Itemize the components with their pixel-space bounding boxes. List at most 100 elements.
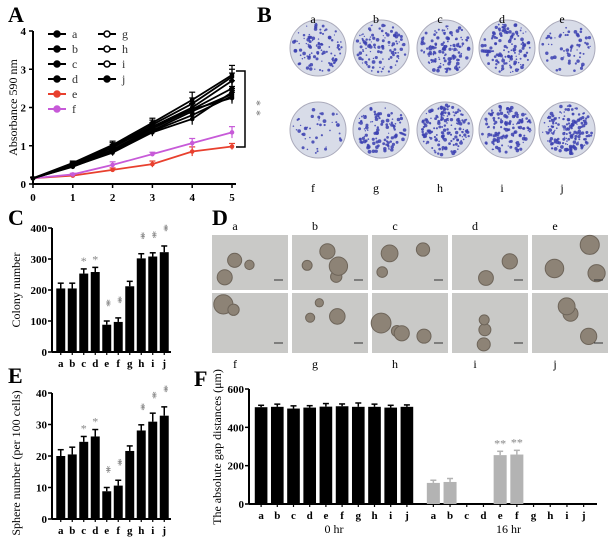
colony (585, 117, 588, 120)
significance-stars: * (81, 254, 87, 268)
colony (497, 117, 500, 120)
colony (487, 132, 491, 137)
colony (373, 43, 376, 47)
colony (302, 51, 306, 56)
colony (525, 31, 527, 33)
colony (308, 33, 311, 36)
colony (581, 62, 585, 67)
colony (389, 55, 393, 59)
colony (514, 68, 519, 72)
x-tick-label: a (58, 525, 64, 537)
colony (513, 116, 515, 118)
y-tick-label: 600 (228, 384, 245, 396)
colony (458, 122, 463, 126)
colony (336, 43, 340, 48)
colony (557, 145, 559, 148)
legend-label-d: d (72, 72, 78, 86)
colony (513, 37, 516, 41)
x-tick-label: h (138, 358, 144, 370)
colony (564, 34, 567, 37)
colony (555, 127, 558, 130)
y-tick-label: 1 (21, 141, 27, 153)
colony (302, 132, 306, 137)
colony (309, 67, 313, 71)
colony (546, 131, 550, 135)
colony (520, 63, 522, 66)
colony (385, 118, 390, 123)
colony (503, 49, 505, 52)
colony (448, 142, 451, 146)
bar-i (148, 256, 158, 352)
colony (314, 151, 317, 154)
colony (391, 142, 396, 146)
bar-e (493, 455, 507, 504)
colony (340, 41, 342, 43)
colony (560, 145, 564, 149)
panel-label-F: F (194, 366, 207, 391)
colony (524, 113, 527, 116)
colony (550, 132, 553, 134)
colony (467, 46, 471, 50)
colony (548, 119, 551, 123)
colony (518, 125, 523, 130)
legend-label-b: b (72, 42, 78, 56)
colony-dish-c (416, 19, 474, 77)
colony (423, 50, 426, 53)
colony (397, 51, 399, 54)
colony (440, 42, 444, 47)
colony (316, 150, 319, 153)
legend-marker-i (103, 60, 111, 68)
data-point-e (189, 149, 195, 154)
colony (367, 58, 371, 61)
colony (372, 141, 376, 146)
colony (509, 66, 513, 69)
image-label-g: g (312, 357, 318, 371)
colony (383, 24, 386, 27)
colony (338, 137, 342, 140)
colony (394, 122, 397, 125)
colony (578, 39, 581, 42)
colony (306, 55, 309, 57)
colony (443, 124, 447, 127)
colony (304, 138, 307, 140)
sphere-image-j (532, 293, 608, 353)
colony (382, 35, 384, 37)
colony (521, 136, 526, 141)
data-point-j (229, 95, 235, 101)
colony (576, 49, 578, 51)
image-label-a: a (232, 219, 238, 233)
colony (552, 121, 554, 124)
colony (377, 115, 380, 118)
colony (336, 46, 340, 49)
colony (327, 35, 332, 40)
colony (443, 111, 447, 114)
y-tick-label: 100 (31, 316, 48, 328)
colony (455, 43, 460, 48)
colony (528, 130, 531, 133)
bar-g (125, 450, 135, 519)
colony (580, 121, 584, 125)
colony (362, 40, 367, 44)
colony (551, 132, 555, 135)
legend-label-h: h (122, 42, 128, 56)
colony (566, 108, 571, 112)
colony (461, 136, 464, 138)
colony (421, 37, 425, 41)
colony (443, 31, 446, 35)
colony (570, 48, 572, 51)
colony (465, 38, 468, 41)
colony (381, 39, 385, 43)
colony (521, 46, 525, 50)
colony (523, 53, 527, 58)
colony (506, 27, 510, 31)
x-tick-label: i (565, 510, 568, 522)
colony (338, 132, 341, 135)
y-axis-label: Absorbance 590 nm (6, 59, 20, 156)
x-tick-label: i (389, 510, 392, 522)
colony (361, 58, 364, 61)
colony (308, 45, 313, 49)
colony (461, 113, 464, 117)
colony (445, 36, 450, 40)
colony (560, 112, 563, 114)
